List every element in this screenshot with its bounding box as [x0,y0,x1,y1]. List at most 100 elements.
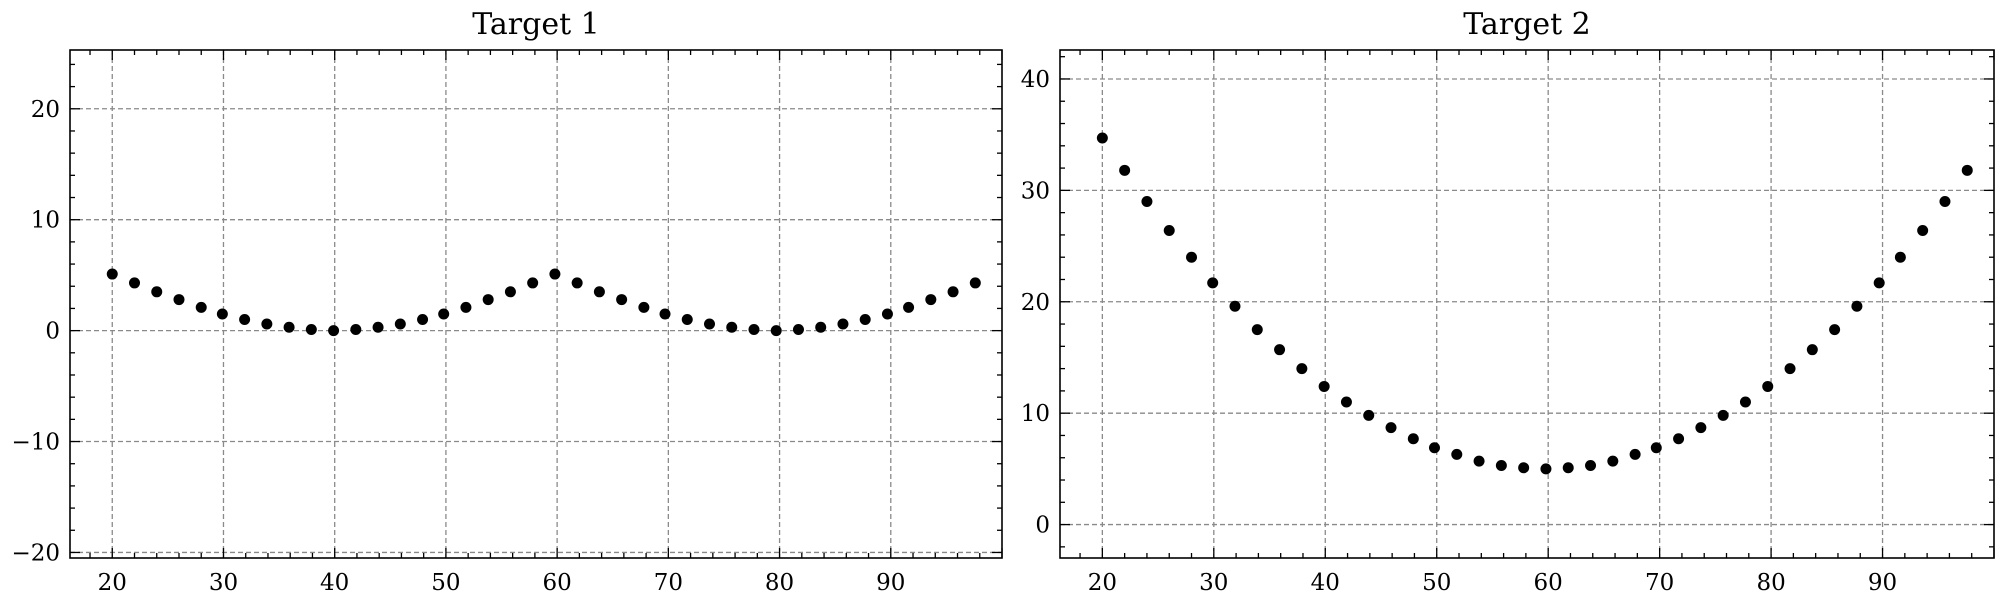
x-tick-label: 20 [1088,570,1117,596]
data-point [527,277,539,289]
data-point [1141,196,1153,208]
data-point [1829,324,1841,336]
data-point [460,301,472,313]
x-tick-label: 60 [1534,570,1563,596]
data-point [1119,164,1131,176]
chart-title: Target 2 [1463,7,1591,42]
data-point [1717,409,1729,421]
x-tick-label: 80 [1756,570,1785,596]
y-tick-label: 10 [31,208,60,234]
data-point [173,294,185,306]
data-point [1186,251,1198,263]
data-point [881,308,893,320]
data-point [837,318,849,330]
data-point [1428,442,1440,454]
data-point [1451,448,1463,460]
data-point [1251,324,1263,336]
x-tick-label: 80 [765,570,794,596]
axes-frame [69,49,1003,559]
data-point [593,286,605,298]
y-tick-label: 40 [1021,67,1050,93]
data-point [1318,380,1330,392]
data-point [1385,422,1397,434]
data-point [903,301,915,313]
y-tick-label: −20 [11,540,60,566]
data-point [1851,300,1863,312]
grid [70,50,1002,558]
data-points [106,268,981,337]
data-point [703,318,715,330]
y-tick-label: 20 [31,97,60,123]
data-point [969,277,981,289]
data-point [1229,300,1241,312]
data-point [1894,251,1906,263]
data-point [1873,277,1885,289]
data-point [129,277,141,289]
data-points [1096,132,1973,475]
data-point [417,314,429,326]
ticks [70,50,1003,558]
chart-panel-1: Target 1 20 30 40 50 60 70 80 90 −20 −10 0 10 20 [11,7,1003,596]
ticks [1060,50,1995,558]
x-tick-label: 70 [1645,570,1674,596]
data-point [1163,224,1175,236]
data-point [659,308,671,320]
data-point [1207,277,1219,289]
data-point [350,324,362,336]
data-point [1540,463,1552,475]
data-point [1407,433,1419,445]
x-tick-label: 70 [654,570,683,596]
data-point [1562,462,1574,474]
data-point [1650,442,1662,454]
data-point [372,321,384,333]
data-point [151,286,163,298]
data-point [947,286,959,298]
x-tick-label: 30 [209,570,238,596]
data-point [1096,132,1108,144]
data-point [681,314,693,326]
data-point [792,324,804,336]
data-point [1518,462,1530,474]
data-point [1473,455,1485,467]
data-point [815,321,827,333]
data-point [1695,422,1707,434]
data-point [216,308,228,320]
data-point [394,318,406,330]
x-tick-label: 50 [431,570,460,596]
axes-frame [1059,49,1995,559]
data-point [1673,433,1685,445]
data-point [1961,164,1973,176]
x-tick-label: 60 [542,570,571,596]
data-point [925,294,937,306]
data-point [1739,396,1751,408]
data-point [504,286,516,298]
y-tick-label: 0 [1035,513,1050,539]
y-tick-label: 30 [1021,178,1050,204]
chart-title: Target 1 [472,7,600,42]
x-tick-label: 30 [1199,570,1228,596]
x-tick-label: 50 [1422,570,1451,596]
x-tick-label: 90 [1868,570,1897,596]
data-point [1585,460,1597,472]
data-point [571,277,583,289]
data-point [616,294,628,306]
x-tick-label: 90 [876,570,905,596]
data-point [1917,224,1929,236]
y-tick-label: 20 [1021,290,1050,316]
data-point [1274,344,1286,356]
y-tick-label: 0 [45,319,60,345]
data-point [1607,455,1619,467]
y-tick-label: −10 [11,430,60,456]
data-point [1939,196,1951,208]
data-point [482,294,494,306]
data-point [859,314,871,326]
data-point [1296,363,1308,375]
data-point [328,325,340,337]
data-point [195,301,207,313]
data-point [106,268,118,280]
data-point [1762,380,1774,392]
data-point [305,324,317,336]
data-point [638,301,650,313]
chart-panel-2: Target 2 20 30 40 50 60 70 80 90 0 10 20 30 40 [1021,7,1995,596]
